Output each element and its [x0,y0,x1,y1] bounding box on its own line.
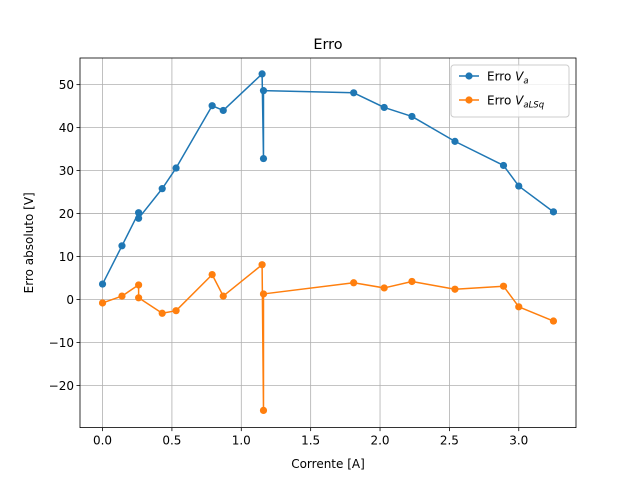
legend-label-main: Erro [487,93,515,107]
x-tick-label: 0.0 [93,434,112,448]
legend-entry: Erro VaLSq [459,93,545,110]
series-2 [98,261,558,415]
data-point [408,112,416,121]
chart-title: Erro [313,37,342,53]
legend-label-var: V [515,69,524,83]
legend-entry: Erro Va [459,69,529,86]
y-tick-label: −10 [49,336,74,350]
legend-label-sub: aLSq [523,100,544,110]
legend-swatch-marker [465,96,473,104]
data-point [380,103,388,112]
data-point [118,242,126,250]
x-tick-label: 3.0 [509,434,528,448]
data-point [259,87,268,95]
data-point [219,292,227,300]
data-point [499,161,508,170]
data-point [451,285,459,293]
y-tick-label: 40 [59,121,74,135]
y-tick-label: 20 [59,207,74,221]
data-point [350,89,358,97]
series-1 [98,70,558,288]
data-point [549,208,558,216]
data-point [135,281,143,289]
axes-frame [79,57,577,429]
data-point [350,279,358,287]
data-point [515,182,523,190]
legend-label-sub: a [523,76,528,86]
x-tick-label: 1.5 [301,434,320,448]
x-tick-label: 0.5 [162,434,181,448]
data-point [258,70,266,78]
data-point [172,164,180,172]
y-tick-label: 50 [59,78,74,92]
x-axis-label: Corrente [A] [291,457,365,471]
legend-label-var: V [515,93,524,107]
data-point [259,154,268,163]
data-point [158,309,166,317]
legend-label-main: Erro [487,69,515,83]
data-point [408,277,416,286]
y-tick-label: 0 [66,293,74,307]
data-point [258,261,266,269]
series-layer [98,70,558,415]
data-point [208,271,216,279]
x-tick-label: 2.0 [370,434,389,448]
y-tick-label: −20 [49,379,74,393]
data-point [451,137,459,145]
data-point [380,284,388,292]
data-point [515,303,523,311]
legend-label: Erro VaLSq [487,93,545,110]
data-point [135,209,143,217]
y-axis-label: Erro absoluto [V] [22,192,36,293]
y-tick-label: 30 [59,164,74,178]
data-point [259,290,268,298]
x-tick-label: 1.0 [232,434,251,448]
data-point [549,317,558,325]
data-point [158,185,166,193]
data-point [135,214,143,222]
data-point [98,299,107,307]
data-point [259,406,268,415]
data-point [118,292,126,300]
y-tick-label: 10 [59,250,74,264]
data-point [172,307,180,315]
data-point [98,280,107,288]
data-point [499,282,508,290]
legend-swatch-marker [465,72,473,80]
data-point [208,102,216,110]
data-point [219,106,227,115]
grid-lines [80,58,576,428]
legend-box [450,64,570,118]
x-tick-label: 2.5 [440,434,459,448]
axis-ticks: 0.0 0.5 1.0 1.5 2.0 2.5 3.0 −20 −10 0 10 20 30 40 50 [49,78,529,448]
legend-label: Erro Va [487,69,529,86]
data-point [135,294,143,302]
